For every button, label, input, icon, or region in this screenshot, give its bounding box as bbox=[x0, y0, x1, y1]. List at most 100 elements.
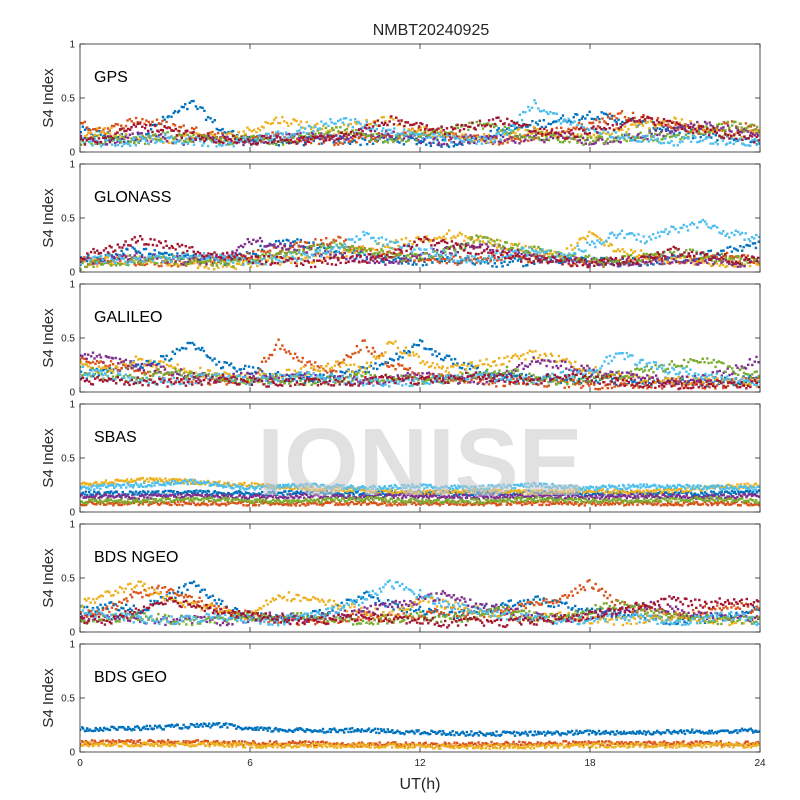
data-point bbox=[299, 132, 302, 135]
data-point bbox=[338, 256, 342, 260]
data-point bbox=[393, 127, 396, 130]
data-point bbox=[485, 140, 488, 144]
data-point bbox=[80, 131, 82, 134]
data-point bbox=[594, 245, 597, 249]
data-point bbox=[470, 236, 473, 239]
data-point bbox=[586, 136, 589, 140]
data-point bbox=[489, 129, 492, 133]
data-point bbox=[329, 242, 332, 245]
data-point bbox=[370, 133, 373, 137]
data-point bbox=[120, 127, 124, 130]
data-point bbox=[615, 236, 618, 240]
data-point bbox=[419, 126, 422, 129]
data-point bbox=[648, 128, 651, 131]
data-point bbox=[274, 143, 278, 146]
data-point bbox=[299, 245, 303, 248]
data-point bbox=[447, 145, 451, 148]
data-point bbox=[220, 137, 223, 140]
data-point bbox=[365, 258, 369, 261]
data-point bbox=[540, 125, 544, 129]
data-point bbox=[744, 122, 748, 125]
data-point bbox=[636, 120, 639, 123]
data-point bbox=[361, 245, 365, 248]
data-point bbox=[369, 256, 373, 259]
data-point bbox=[460, 246, 463, 249]
data-point bbox=[237, 262, 241, 266]
data-point bbox=[92, 256, 95, 259]
data-point bbox=[262, 257, 265, 260]
data-point bbox=[176, 111, 180, 114]
data-point bbox=[672, 250, 676, 254]
data-point bbox=[439, 253, 442, 256]
data-point bbox=[93, 251, 96, 254]
data-point bbox=[221, 366, 225, 369]
data-point bbox=[233, 255, 236, 258]
data-point bbox=[180, 262, 184, 266]
data-point bbox=[173, 124, 177, 127]
data-point bbox=[193, 256, 196, 259]
data-point bbox=[320, 132, 323, 135]
data-point bbox=[590, 121, 593, 125]
data-point bbox=[312, 380, 315, 384]
data-point bbox=[728, 129, 732, 133]
data-point bbox=[633, 250, 637, 253]
data-point bbox=[294, 250, 297, 254]
data-point bbox=[657, 253, 661, 256]
data-point bbox=[448, 247, 451, 250]
data-point bbox=[493, 375, 496, 378]
data-point bbox=[589, 375, 593, 378]
data-point bbox=[259, 236, 262, 240]
data-point bbox=[264, 258, 268, 262]
data-point bbox=[502, 122, 505, 126]
data-point bbox=[369, 364, 372, 368]
data-point bbox=[753, 128, 756, 131]
data-point bbox=[252, 250, 255, 253]
data-point bbox=[273, 139, 276, 142]
data-point bbox=[687, 124, 690, 127]
data-point bbox=[343, 248, 346, 252]
data-point bbox=[116, 243, 119, 246]
data-point bbox=[324, 250, 327, 253]
data-point bbox=[344, 245, 348, 249]
data-point bbox=[431, 135, 434, 139]
data-point bbox=[116, 262, 120, 265]
data-point bbox=[503, 125, 507, 128]
data-point bbox=[264, 253, 268, 256]
data-point bbox=[740, 131, 744, 134]
data-point bbox=[236, 259, 239, 263]
data-point bbox=[467, 362, 470, 366]
data-point bbox=[460, 260, 463, 263]
data-point bbox=[429, 142, 432, 145]
data-point bbox=[462, 140, 466, 143]
data-point bbox=[303, 139, 307, 142]
data-point bbox=[491, 255, 494, 258]
data-point bbox=[180, 105, 183, 109]
data-point bbox=[118, 128, 122, 131]
data-point bbox=[596, 263, 599, 266]
data-point bbox=[735, 126, 738, 129]
data-point bbox=[364, 260, 367, 263]
data-point bbox=[173, 136, 176, 139]
data-point bbox=[186, 129, 189, 133]
data-point bbox=[582, 129, 585, 132]
data-point bbox=[525, 125, 528, 128]
data-point bbox=[446, 258, 449, 261]
data-point bbox=[326, 246, 330, 250]
data-point bbox=[92, 375, 95, 378]
data-point bbox=[442, 249, 445, 253]
data-point bbox=[233, 367, 236, 370]
data-point bbox=[750, 135, 754, 138]
data-point bbox=[682, 259, 686, 263]
data-point bbox=[137, 250, 140, 253]
data-point bbox=[612, 140, 616, 143]
data-point bbox=[392, 258, 395, 262]
data-point bbox=[327, 124, 330, 128]
data-point bbox=[732, 142, 735, 146]
data-point bbox=[227, 259, 231, 262]
data-point bbox=[503, 251, 506, 254]
data-point bbox=[631, 262, 635, 265]
data-point bbox=[701, 218, 704, 222]
data-point bbox=[201, 137, 204, 141]
data-point bbox=[423, 235, 426, 239]
data-point bbox=[550, 129, 554, 132]
